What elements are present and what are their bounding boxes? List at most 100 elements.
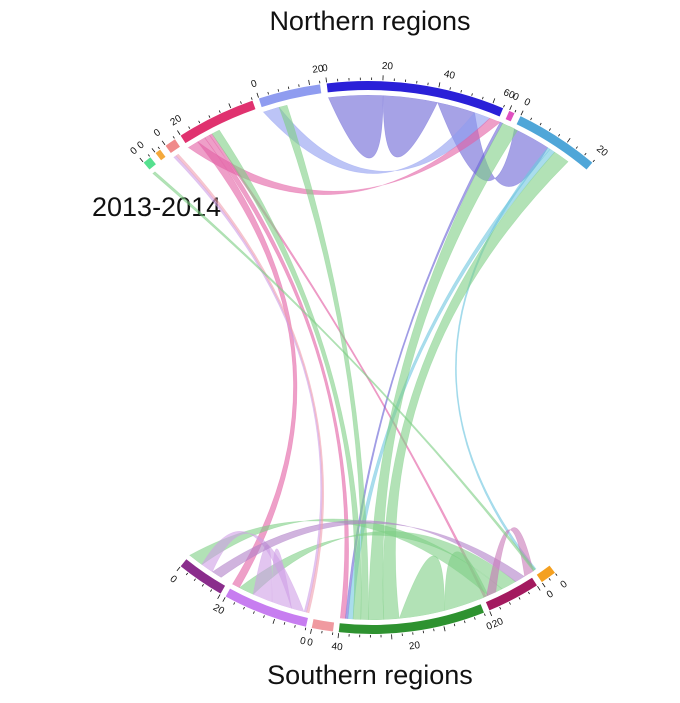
- flow-ribbon-n6-s4: [345, 121, 504, 620]
- tick-mark: [240, 101, 242, 104]
- tick-mark: [208, 115, 211, 118]
- flow-ribbon-n3-s2: [175, 153, 324, 614]
- tick-mark: [177, 130, 181, 135]
- flow-ribbon-n6-n6: [327, 94, 438, 159]
- region-arc-s6: [536, 565, 555, 583]
- tick-label: 0: [250, 78, 259, 90]
- tick-mark: [520, 110, 524, 116]
- tick-label: 60: [502, 87, 517, 102]
- tick-mark: [555, 573, 558, 576]
- tick-mark: [310, 628, 312, 634]
- tick-mark: [267, 91, 269, 95]
- tick-mark: [463, 620, 466, 624]
- region-arc-gap-s5: [483, 573, 532, 602]
- tick-mark: [474, 617, 476, 620]
- region-arc-gap-s1: [186, 555, 228, 585]
- region-arc-gap-n3: [171, 147, 183, 158]
- tick-label: 0: [135, 139, 147, 151]
- southern-regions-title: Southern regions: [267, 660, 473, 690]
- tick-mark: [433, 628, 435, 632]
- tick-label: 20: [382, 61, 394, 73]
- tick-mark: [161, 140, 166, 146]
- tick-label: 20: [594, 143, 610, 159]
- tick-mark: [509, 602, 511, 605]
- tick-label: 20: [211, 602, 226, 617]
- region-arc-gap-n5: [261, 94, 322, 112]
- tick-mark: [233, 602, 236, 605]
- tick-mark: [530, 117, 533, 121]
- tick-mark: [243, 606, 245, 610]
- tick-mark: [548, 128, 551, 131]
- region-arc-s3: [311, 619, 335, 632]
- region-arc-n1: [143, 157, 156, 170]
- tick-mark: [584, 152, 587, 156]
- region-arc-gap-n4: [185, 110, 258, 148]
- tick-mark: [283, 622, 286, 625]
- region-arc-gap-n6: [327, 91, 500, 122]
- flow-ribbon-s1-s4: [211, 520, 526, 583]
- tick-mark: [157, 146, 160, 150]
- flow-ribbon-s5-s4: [485, 527, 534, 598]
- tick-label: 0: [545, 588, 556, 600]
- region-arc-n6: [326, 80, 504, 117]
- flow-ribbon-s2-s1: [201, 531, 305, 613]
- tick-mark: [222, 597, 226, 602]
- tick-mark: [509, 105, 513, 111]
- tick-mark: [250, 97, 253, 100]
- tick-mark: [482, 96, 484, 100]
- tick-mark: [188, 126, 191, 129]
- region-arc-gap-n7: [503, 120, 511, 126]
- tick-label: 0: [485, 620, 495, 632]
- region-arc-n2: [155, 149, 166, 161]
- tick-mark: [453, 623, 456, 627]
- tick-label: 0: [128, 145, 140, 157]
- tick-label: 0: [168, 574, 180, 586]
- tick-mark: [198, 120, 201, 124]
- tick-mark: [592, 159, 595, 163]
- tick-label: 0: [522, 97, 532, 110]
- tick-mark: [443, 626, 446, 632]
- tick-mark: [539, 122, 542, 126]
- tick-mark: [218, 110, 221, 113]
- tick-mark: [277, 89, 280, 92]
- tick-mark: [185, 572, 189, 576]
- region-arc-n5: [258, 84, 322, 108]
- tick-label: 0: [559, 579, 570, 591]
- region-arc-gap-n2: [161, 157, 169, 165]
- region-arc-s5: [485, 577, 537, 611]
- tick-mark: [210, 589, 213, 592]
- tick-mark: [228, 103, 232, 109]
- flow-ribbon-n8-s4: [347, 148, 556, 620]
- northern-regions-title: Northern regions: [269, 6, 471, 36]
- flow-ribbon-s4-n6: [368, 122, 519, 621]
- tick-mark: [272, 618, 275, 624]
- tick-mark: [294, 625, 296, 628]
- region-arc-gap-s6: [533, 561, 549, 574]
- region-arc-s4: [338, 604, 484, 634]
- region-arc-n3: [165, 139, 180, 154]
- region-arc-gap-s2: [230, 584, 310, 617]
- tick-mark: [151, 148, 156, 153]
- flow-ribbon-n4-n6: [187, 117, 501, 195]
- region-arc-gap-n1: [150, 165, 160, 174]
- tick-mark: [499, 606, 502, 610]
- tick-mark: [193, 578, 196, 582]
- tick-mark: [201, 584, 204, 587]
- tick-label: 0: [306, 637, 314, 649]
- tick-mark: [172, 136, 175, 139]
- tick-mark: [492, 98, 496, 104]
- tick-mark: [253, 611, 255, 614]
- tick-label: 20: [408, 640, 421, 652]
- tick-mark: [471, 93, 473, 96]
- tick-mark: [460, 90, 462, 93]
- tick-mark: [542, 582, 546, 588]
- flow-ribbon-s4-s1: [188, 518, 503, 597]
- flow-ribbon-n1-s4: [152, 171, 536, 572]
- region-arc-gap-s4: [339, 599, 481, 624]
- flow-ribbon-s4-n4: [211, 129, 362, 621]
- tick-mark: [503, 104, 505, 108]
- region-arc-s1: [180, 559, 226, 594]
- tick-mark: [537, 585, 541, 591]
- tick-label: 40: [331, 641, 344, 653]
